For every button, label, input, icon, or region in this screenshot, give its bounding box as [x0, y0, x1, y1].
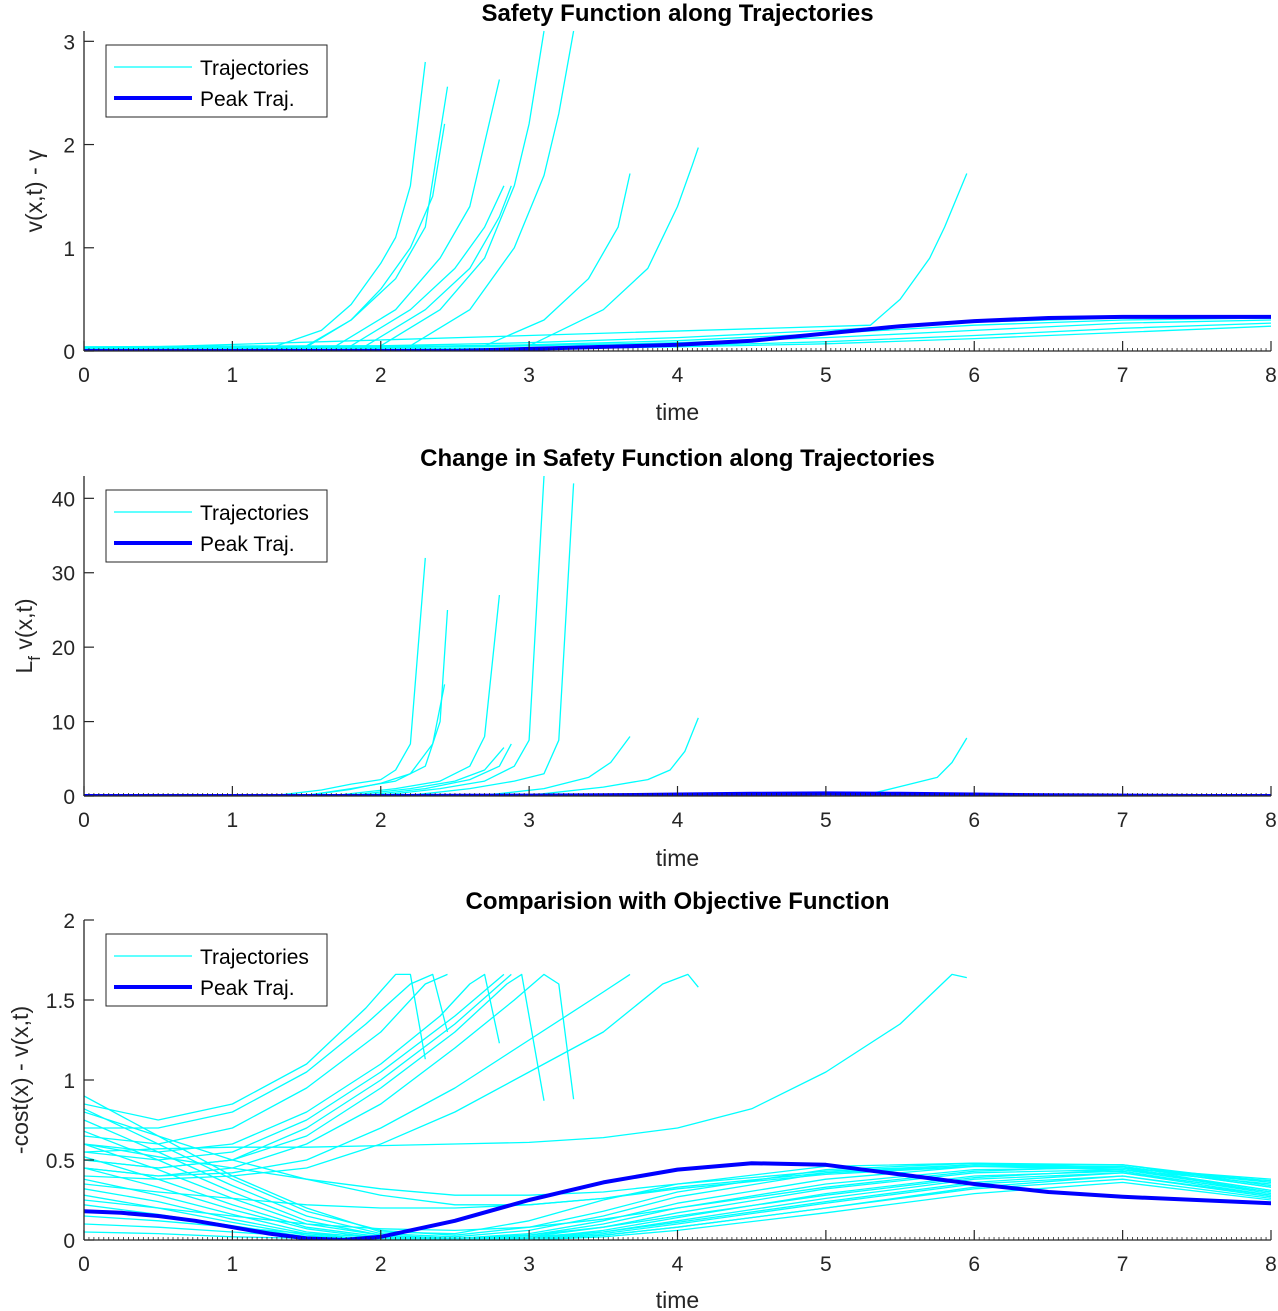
y-axis-label: Lf v(x,t): [11, 598, 44, 673]
trajectory-line-4: [84, 595, 501, 796]
y-axis-label-main: L: [11, 661, 37, 674]
x-tick-label: 2: [375, 809, 387, 832]
trajectory-line-2: [84, 123, 446, 349]
y-axis-label-rest: v(x,t): [11, 598, 37, 656]
x-tick-label: 4: [672, 809, 684, 832]
legend-label-peak: Peak Traj.: [200, 533, 295, 556]
x-tick-label: 7: [1117, 1253, 1129, 1276]
trajectory-line-3: [84, 609, 449, 796]
legend-label-peak: Peak Traj.: [200, 88, 295, 111]
legend-box: [105, 44, 328, 118]
x-tick-label: 1: [227, 364, 239, 387]
x-tick-label: 5: [820, 1253, 832, 1276]
series-group: [84, 973, 1271, 1240]
x-tick-label: 8: [1265, 809, 1277, 832]
trajectory-line-9: [84, 173, 631, 350]
x-tick-label: 4: [672, 364, 684, 387]
legend-box: [105, 933, 328, 1007]
x-tick-label: 1: [227, 1253, 239, 1276]
x-axis-label: time: [656, 845, 699, 871]
legend: Trajectories Peak Traj.: [105, 489, 328, 563]
x-tick-label: 0: [78, 1253, 90, 1276]
y-tick-label: 0.5: [46, 1150, 75, 1173]
y-tick-label: 30: [52, 563, 75, 586]
trajectory-line-6: [84, 743, 512, 796]
trajectory-line-10: [84, 973, 699, 1180]
x-axis-label: time: [656, 399, 699, 425]
y-axis-label: v(x,t) - γ: [21, 149, 47, 233]
x-tick-label: 8: [1265, 364, 1277, 387]
trajectory-line-2: [84, 973, 449, 1129]
legend-label-trajectories: Trajectories: [200, 502, 309, 525]
y-tick-label: 0: [63, 1230, 75, 1253]
peak-trajectory-line: [84, 314, 1271, 351]
trajectory-line-13: [84, 317, 1271, 349]
y-tick-label: 2: [63, 910, 75, 933]
trajectory-line-1: [84, 557, 426, 796]
trajectory-line-2: [84, 684, 446, 796]
trajectory-line-1: [84, 973, 426, 1121]
trajectory-line-11: [84, 973, 967, 1153]
chart-title: Change in Safety Function along Trajecto…: [420, 445, 935, 472]
legend-box: [105, 489, 328, 563]
trajectory-line-10: [84, 717, 699, 796]
y-tick-label: 2: [63, 135, 75, 158]
x-tick-label: 6: [968, 809, 980, 832]
chart-title: Safety Function along Trajectories: [481, 0, 873, 27]
y-tick-label: 1.5: [46, 990, 75, 1013]
trajectory-line-8: [84, 973, 575, 1177]
chart-title: Comparision with Objective Function: [465, 888, 889, 915]
y-tick-label: 3: [63, 31, 75, 54]
x-tick-label: 3: [523, 1253, 535, 1276]
trajectory-line-24: [84, 1143, 1271, 1196]
x-tick-label: 7: [1117, 364, 1129, 387]
trajectory-line-7: [84, 973, 545, 1169]
legend: Trajectories Peak Traj.: [105, 44, 328, 118]
x-tick-label: 1: [227, 809, 239, 832]
y-axis-label: -cost(x) - v(x,t): [7, 1006, 33, 1154]
chart-panel-2: Change in Safety Function along Trajecto…: [11, 445, 1277, 871]
trajectory-line-26: [84, 1165, 1271, 1232]
x-tick-label: 8: [1265, 1253, 1277, 1276]
x-tick-label: 2: [375, 1253, 387, 1276]
trajectory-line-21: [84, 1178, 1271, 1240]
x-tick-label: 0: [78, 809, 90, 832]
x-tick-label: 4: [672, 1253, 684, 1276]
legend-label-trajectories: Trajectories: [200, 946, 309, 969]
trajectory-line-9: [84, 973, 631, 1177]
trajectory-line-4: [84, 79, 501, 349]
x-tick-label: 5: [820, 364, 832, 387]
legend-label-trajectories: Trajectories: [200, 57, 309, 80]
x-tick-label: 7: [1117, 809, 1129, 832]
x-tick-label: 6: [968, 364, 980, 387]
y-tick-label: 10: [52, 712, 75, 735]
trajectory-line-28: [84, 1172, 1271, 1240]
legend-label-peak: Peak Traj.: [200, 977, 295, 1000]
trajectory-line-11: [84, 173, 968, 350]
trajectory-line-5: [84, 185, 505, 350]
y-tick-label: 0: [63, 786, 75, 809]
y-tick-label: 0: [63, 341, 75, 364]
y-tick-label: 40: [52, 488, 75, 511]
trajectory-line-25: [84, 1165, 1271, 1209]
x-tick-label: 2: [375, 364, 387, 387]
peak-trajectory-line: [84, 1161, 1271, 1240]
x-tick-label: 0: [78, 364, 90, 387]
x-tick-label: 5: [820, 809, 832, 832]
legend: Trajectories Peak Traj.: [105, 933, 328, 1007]
y-tick-label: 1: [63, 238, 75, 261]
trajectory-line-6: [84, 185, 512, 350]
x-tick-label: 6: [968, 1253, 980, 1276]
x-tick-label: 3: [523, 809, 535, 832]
y-tick-label: 20: [52, 637, 75, 660]
y-axis-label-sub: f: [25, 656, 44, 661]
x-tick-label: 3: [523, 364, 535, 387]
x-axis-label: time: [656, 1287, 699, 1311]
trajectory-line-3: [84, 86, 449, 349]
y-tick-label: 1: [63, 1070, 75, 1093]
chart-panel-1: Safety Function along Trajectories 0 1 2 3 4 5…: [21, 0, 1277, 425]
chart-panel-3: Comparision with Objective Function 0 1 2 3 4…: [7, 888, 1277, 1311]
